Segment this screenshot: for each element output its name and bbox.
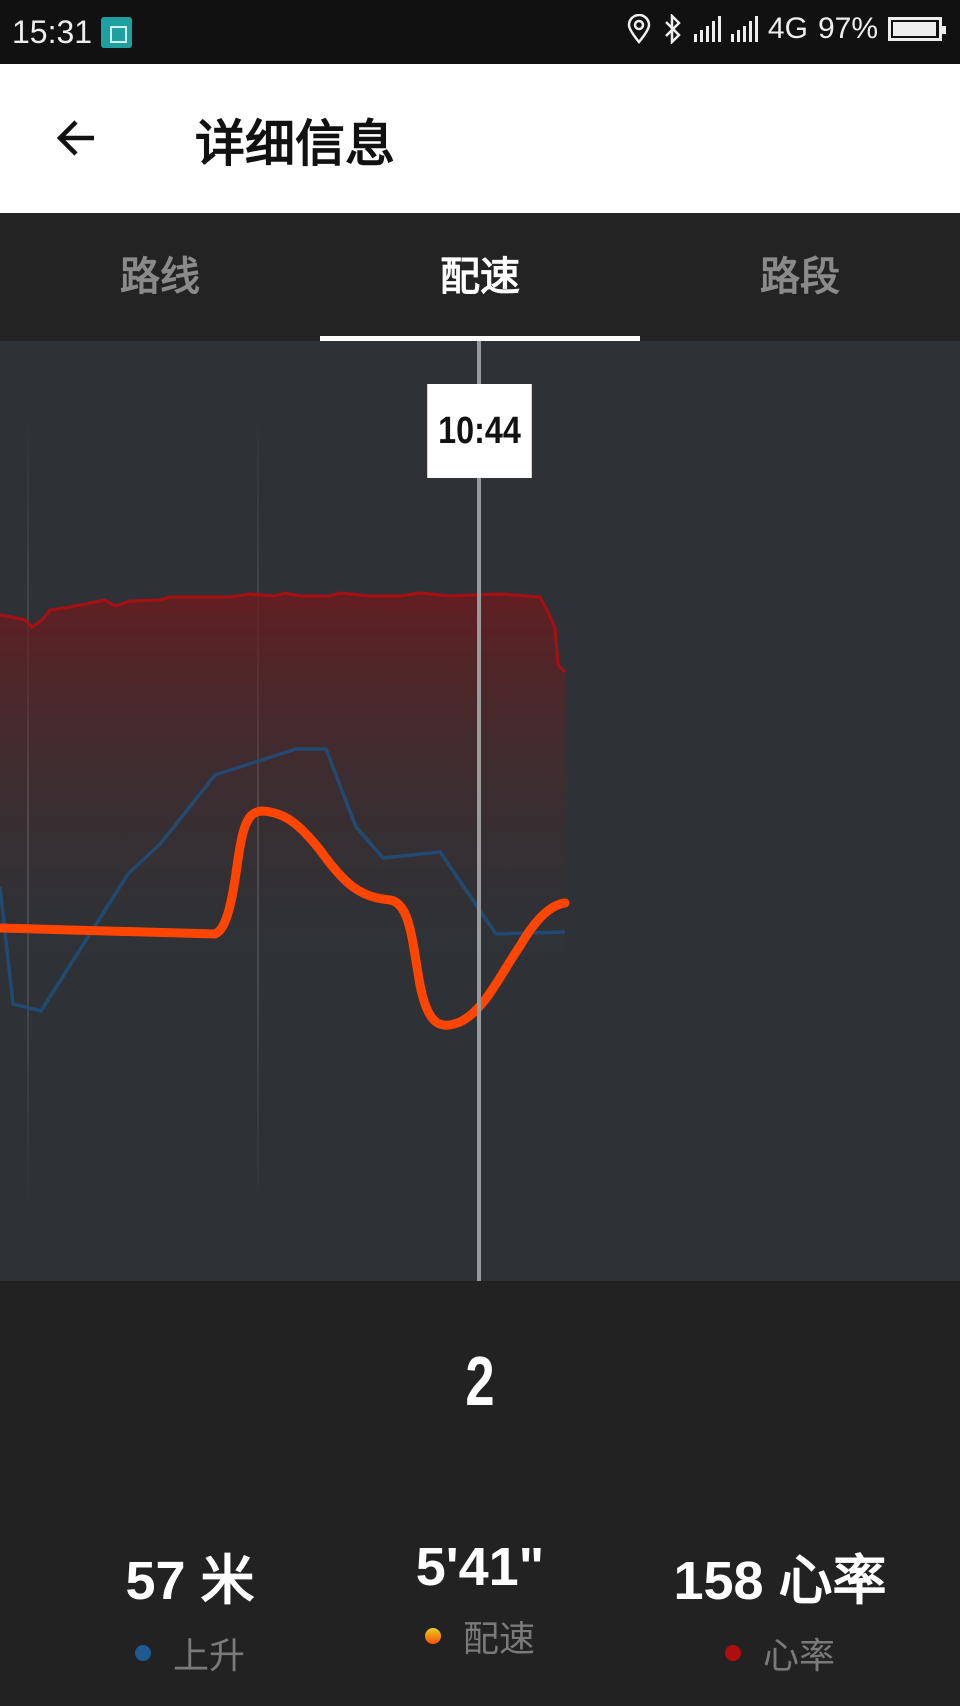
stat-elevation: 57 米 上升 (30, 1536, 350, 1679)
status-bar: 15:31 4G 97% (0, 0, 960, 64)
tab-segments[interactable]: 路段 (760, 254, 840, 300)
stat-value: 5'41" (415, 1537, 545, 1597)
heart-rate-legend-dot (724, 1645, 741, 1661)
page-title: 详细信息 (195, 115, 395, 173)
elevation-legend-dot (134, 1645, 151, 1661)
tab-bar: 路线 配速 路段 (0, 213, 960, 341)
stats-panel: 2 57 米 上升 5'41" 配速 158 心率 心率 (0, 1281, 960, 1706)
pace-chart[interactable]: 10:44 (0, 341, 960, 1281)
battery-percent: 97% (817, 12, 878, 45)
chart-svg (0, 341, 570, 1281)
heart-rate-area (0, 593, 565, 1000)
elevation-line (0, 747, 566, 1014)
stat-label: 上升 (172, 1636, 245, 1677)
signal-4g-icon (730, 16, 758, 42)
heart-rate-line (0, 591, 567, 674)
tab-route[interactable]: 路线 (120, 254, 200, 300)
stat-value: 158 心率 (673, 1551, 887, 1611)
location-icon (627, 14, 651, 44)
bluetooth-icon (665, 14, 681, 44)
stat-value: 57 米 (125, 1551, 255, 1611)
stat-label: 心率 (762, 1636, 835, 1677)
pace-line (0, 806, 570, 1030)
tab-pace[interactable]: 配速 (320, 213, 640, 341)
stat-pace: 5'41" 配速 (320, 1536, 640, 1662)
arrow-left-icon[interactable] (50, 112, 102, 164)
stat-heart-rate: 158 心率 心率 (620, 1536, 940, 1679)
stat-label: 配速 (462, 1619, 535, 1660)
pace-legend-dot (424, 1628, 441, 1644)
signal-icon (693, 16, 721, 42)
app-header: 详细信息 (0, 64, 960, 213)
lap-number: 2 (465, 1342, 495, 1420)
time-tooltip: 10:44 (427, 384, 532, 478)
battery-icon (888, 17, 946, 41)
screenshot-icon (101, 17, 132, 48)
scrub-cursor[interactable] (477, 341, 481, 1281)
status-time: 15:31 (12, 14, 93, 50)
network-type: 4G (767, 12, 808, 45)
